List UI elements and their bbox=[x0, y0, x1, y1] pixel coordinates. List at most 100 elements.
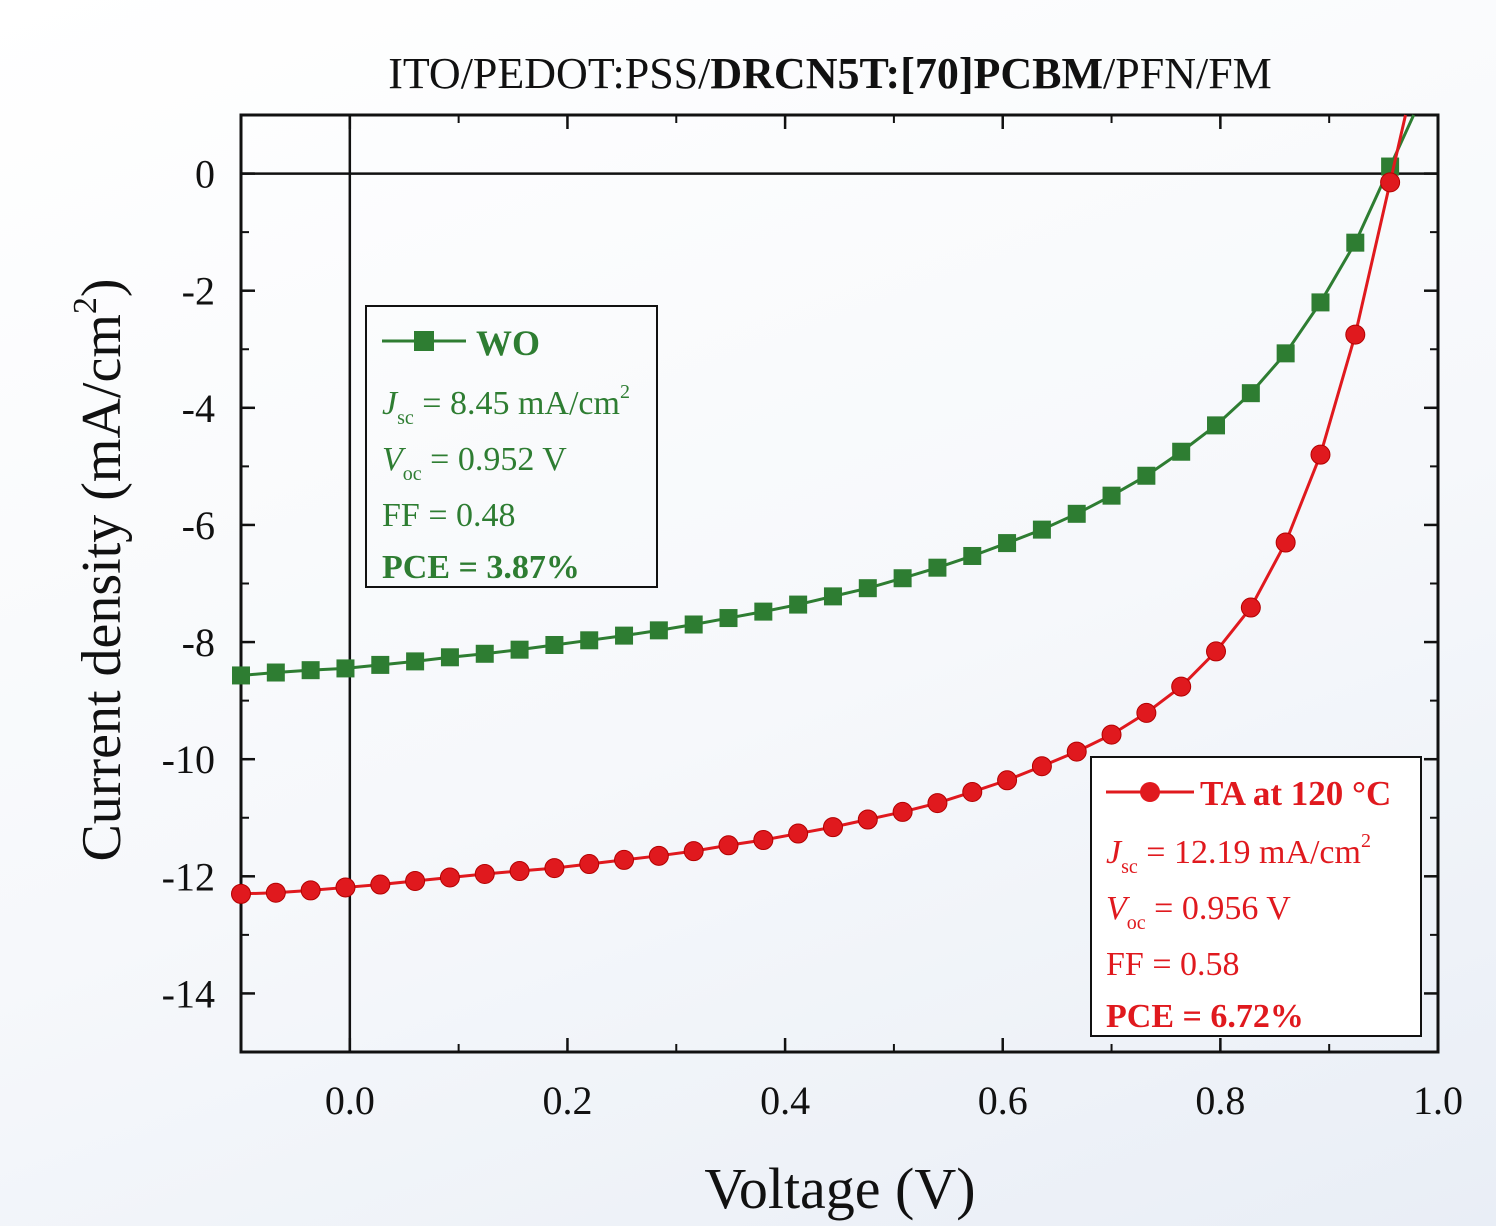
data-point-wo bbox=[928, 558, 947, 577]
legend-ta-ff: FF = 0.58 bbox=[1106, 946, 1240, 983]
data-point-ta bbox=[1345, 324, 1366, 345]
legend-wo-jsc-text: = 8.45 mA/cm bbox=[414, 385, 620, 422]
legend-ta-jsc-sup: 2 bbox=[1361, 830, 1371, 852]
data-point-ta bbox=[1240, 597, 1261, 618]
data-point-ta bbox=[822, 817, 843, 838]
data-point-ta bbox=[405, 870, 426, 891]
data-point-wo bbox=[823, 587, 842, 606]
data-point-ta bbox=[857, 809, 878, 830]
chart-title-prefix: ITO/PEDOT:PSS/ bbox=[388, 49, 711, 98]
chart-title: ITO/PEDOT:PSS/DRCN5T:[70]PCBM/PFN/FM bbox=[388, 49, 1272, 98]
data-point-wo bbox=[1241, 384, 1260, 403]
y-tick-label: -10 bbox=[162, 737, 215, 782]
data-point-ta bbox=[648, 845, 669, 866]
data-point-ta bbox=[300, 880, 321, 901]
chart-title-bold: DRCN5T:[70]PCBM bbox=[710, 49, 1103, 98]
data-point-wo bbox=[475, 644, 494, 663]
legend-ta-marker bbox=[1140, 782, 1160, 802]
data-point-wo bbox=[649, 621, 668, 640]
data-point-wo bbox=[232, 666, 250, 685]
legend-wo-jsc: Jsc = 8.45 mA/cm2 bbox=[382, 381, 630, 429]
legend-wo-marker bbox=[414, 331, 434, 351]
y-tick-label: -4 bbox=[182, 386, 215, 431]
legend-ta-voc-sub: oc bbox=[1127, 912, 1146, 934]
data-point-wo bbox=[1032, 520, 1051, 539]
data-point-wo bbox=[510, 640, 529, 659]
data-point-ta bbox=[335, 877, 356, 898]
y-tick-label: 0 bbox=[195, 152, 215, 197]
data-point-ta bbox=[1310, 444, 1331, 465]
data-point-wo bbox=[545, 635, 564, 654]
data-point-ta bbox=[474, 863, 495, 884]
data-point-ta bbox=[1136, 702, 1157, 723]
legend-wo-voc-sub: oc bbox=[403, 463, 422, 485]
data-point-ta bbox=[927, 793, 948, 814]
legend-ta-pce: PCE = 6.72% bbox=[1106, 998, 1304, 1035]
series-ta bbox=[231, 114, 1407, 904]
data-point-ta bbox=[579, 854, 600, 875]
data-point-ta bbox=[962, 781, 983, 802]
legend-ta-name: TA at 120 °C bbox=[1200, 774, 1391, 813]
data-point-ta bbox=[1171, 676, 1192, 697]
data-point-ta bbox=[788, 823, 809, 844]
data-point-wo bbox=[719, 609, 738, 628]
data-point-wo bbox=[1137, 466, 1156, 485]
x-axis-label: Voltage (V) bbox=[704, 1156, 975, 1221]
legend-ta-voc-text: = 0.956 V bbox=[1146, 890, 1292, 927]
data-point-wo bbox=[684, 615, 703, 634]
legend-wo-pce: PCE = 3.87% bbox=[382, 549, 580, 586]
data-point-wo bbox=[406, 652, 425, 671]
data-point-ta bbox=[1206, 641, 1227, 662]
data-point-wo bbox=[580, 631, 599, 650]
legend-wo-jsc-sup: 2 bbox=[620, 381, 630, 403]
y-tick-label: -14 bbox=[162, 971, 215, 1016]
data-point-wo bbox=[615, 626, 634, 645]
chart-title-suffix: /PFN/FM bbox=[1103, 49, 1272, 98]
y-axis-label-end: ) bbox=[71, 278, 133, 297]
legend-wo-box bbox=[365, 305, 658, 588]
data-point-ta bbox=[231, 883, 251, 904]
data-point-ta bbox=[753, 830, 774, 851]
data-point-wo bbox=[1311, 293, 1330, 312]
data-point-ta bbox=[718, 835, 739, 856]
y-tick-label: -12 bbox=[162, 854, 215, 899]
data-point-wo bbox=[336, 659, 355, 678]
data-point-ta bbox=[1031, 756, 1052, 777]
x-tick-label: 0.4 bbox=[760, 1078, 810, 1123]
x-tick-label: 0.8 bbox=[1195, 1078, 1245, 1123]
x-tick-label: 1.0 bbox=[1413, 1078, 1463, 1123]
data-point-wo bbox=[301, 661, 320, 680]
x-tick-label: 0.0 bbox=[325, 1078, 375, 1123]
series-wo bbox=[232, 114, 1416, 685]
data-point-ta bbox=[439, 867, 460, 888]
axis-ticks: 0.0 0.2 0.4 0.6 0.8 1.0 0 -2 -4 -6 -8 -10 -12 -14 bbox=[162, 114, 1463, 1123]
data-point-wo bbox=[789, 595, 808, 614]
y-axis-label-sup: 2 bbox=[67, 297, 104, 314]
y-axis-label: Current density (mA/cm2) bbox=[67, 278, 133, 861]
data-series bbox=[231, 114, 1416, 904]
data-point-ta bbox=[997, 770, 1018, 791]
data-point-wo bbox=[1207, 416, 1226, 435]
data-point-ta bbox=[1101, 724, 1122, 745]
x-tick-label: 0.6 bbox=[978, 1078, 1028, 1123]
legend-wo-jsc-sub: sc bbox=[397, 407, 414, 429]
legend-ta-jsc-text: = 12.19 mA/cm bbox=[1138, 834, 1361, 871]
y-tick-label: -2 bbox=[182, 269, 215, 314]
y-axis-label-main: Current density (mA/cm bbox=[71, 314, 133, 861]
data-point-wo bbox=[371, 655, 390, 674]
legend-ta-jsc: Jsc = 12.19 mA/cm2 bbox=[1106, 830, 1371, 878]
data-point-ta bbox=[1380, 172, 1401, 193]
data-point-ta bbox=[1275, 532, 1296, 553]
legend-wo: WO Jsc = 8.45 mA/cm2 Voc = 0.952 V FF = … bbox=[365, 305, 658, 588]
y-tick-label: -8 bbox=[182, 620, 215, 665]
legend-wo-name: WO bbox=[476, 323, 540, 363]
data-point-ta bbox=[370, 874, 391, 895]
data-point-ta bbox=[544, 858, 565, 879]
x-tick-label: 0.2 bbox=[542, 1078, 592, 1123]
y-tick-label: -6 bbox=[182, 503, 215, 548]
data-point-wo bbox=[1346, 233, 1365, 252]
legend-ta-jsc-sub: sc bbox=[1121, 856, 1138, 878]
data-point-wo bbox=[998, 534, 1017, 553]
legend-ta-jsc-sym: J bbox=[1106, 834, 1123, 871]
